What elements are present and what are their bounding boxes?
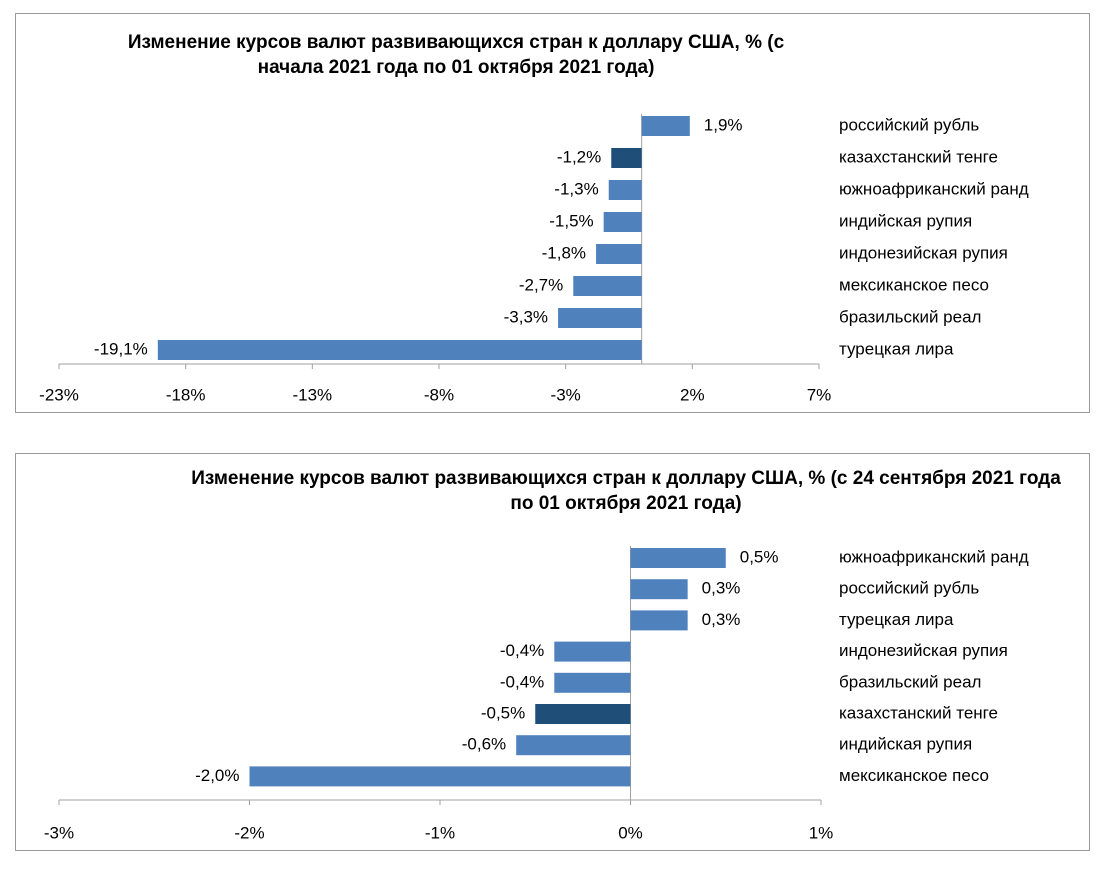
chart-2-title: Изменение курсов валют развивающихся стр… bbox=[191, 468, 1061, 514]
bar bbox=[558, 308, 642, 328]
category-label: турецкая лира bbox=[839, 339, 954, 358]
x-tick-label: 1% bbox=[809, 823, 834, 842]
data-label: 0,5% bbox=[740, 547, 779, 566]
category-label: индийская рупия bbox=[839, 735, 972, 754]
x-tick-label: 7% bbox=[807, 385, 832, 404]
bar bbox=[157, 340, 642, 360]
x-tick-label: 2% bbox=[680, 385, 705, 404]
bar bbox=[641, 116, 690, 136]
category-label: казахстанский тенге bbox=[839, 147, 998, 166]
bar bbox=[249, 766, 631, 787]
data-label: -0,5% bbox=[481, 703, 525, 722]
category-label: турецкая лира bbox=[839, 610, 954, 629]
x-tick-label: -1% bbox=[425, 823, 455, 842]
data-label: -0,4% bbox=[500, 672, 544, 691]
x-tick-label: -2% bbox=[234, 823, 264, 842]
x-tick-label: -13% bbox=[292, 385, 332, 404]
category-label: мексиканское песо bbox=[839, 275, 989, 294]
chart-1-title: Изменение курсов валют развивающихся стр… bbox=[127, 32, 785, 78]
data-label: -2,0% bbox=[195, 766, 239, 785]
bar bbox=[596, 244, 642, 264]
bar bbox=[630, 610, 688, 631]
x-tick-label: -8% bbox=[424, 385, 454, 404]
bar bbox=[630, 548, 726, 568]
category-label: российский рубль bbox=[839, 115, 979, 134]
data-label: -0,6% bbox=[462, 735, 506, 754]
x-tick-label: -3% bbox=[44, 823, 74, 842]
category-label: казахстанский тенге bbox=[839, 703, 998, 722]
bar bbox=[608, 180, 642, 200]
data-label: -3,3% bbox=[504, 307, 548, 326]
data-label: -1,5% bbox=[549, 211, 593, 230]
x-tick-label: -23% bbox=[39, 385, 79, 404]
x-tick-label: 0% bbox=[618, 823, 643, 842]
category-label: индийская рупия bbox=[839, 211, 972, 230]
category-label: южноафриканский ранд bbox=[839, 547, 1029, 566]
category-label: мексиканское песо bbox=[839, 766, 989, 785]
data-label: 0,3% bbox=[702, 579, 741, 598]
bar bbox=[611, 148, 642, 168]
x-tick-label: -18% bbox=[166, 385, 206, 404]
data-label: -1,2% bbox=[557, 147, 601, 166]
bar bbox=[630, 579, 688, 600]
data-label: 1,9% bbox=[704, 115, 743, 134]
data-label: -19,1% bbox=[94, 339, 148, 358]
category-label: индонезийская рупия bbox=[839, 641, 1008, 660]
category-label: бразильский реал bbox=[839, 672, 981, 691]
chart-panel-2: Изменение курсов валют развивающихся стр… bbox=[15, 453, 1090, 851]
category-label: южноафриканский ранд bbox=[839, 179, 1029, 198]
data-label: -1,8% bbox=[542, 243, 586, 262]
data-label: 0,3% bbox=[702, 610, 741, 629]
x-tick-label: -3% bbox=[551, 385, 581, 404]
bar bbox=[554, 672, 631, 693]
category-label: бразильский реал bbox=[839, 307, 981, 326]
category-label: индонезийская рупия bbox=[839, 243, 1008, 262]
data-label: -1,3% bbox=[554, 179, 598, 198]
bar bbox=[516, 735, 631, 756]
category-label: российский рубль bbox=[839, 579, 979, 598]
chart-2-plot: -3% -2% -1% 0% 1% 0,5% южноафриканский ранд 0,3… bbox=[44, 546, 1029, 842]
data-label: -2,7% bbox=[519, 275, 563, 294]
bar bbox=[535, 704, 631, 724]
chart-panel-1: Изменение курсов валют развивающихся стр… bbox=[15, 13, 1090, 413]
data-label: -0,4% bbox=[500, 641, 544, 660]
chart-1-plot: -23% -18% -13% -8% -3% 2% 7% 1,9% российский руб… bbox=[39, 114, 1029, 404]
bar bbox=[603, 212, 642, 232]
bar bbox=[554, 641, 631, 662]
bar bbox=[573, 276, 642, 296]
